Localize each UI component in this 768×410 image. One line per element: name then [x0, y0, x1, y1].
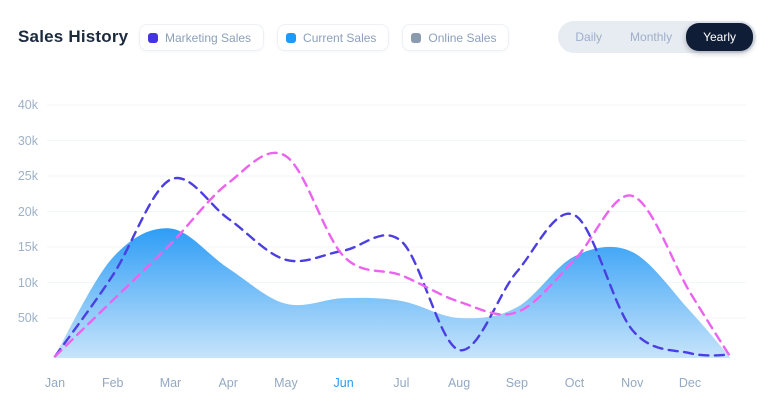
marketing-sales-line: [53, 176, 732, 358]
legend: Marketing Sales Current Sales Online Sales: [139, 24, 510, 51]
tab-yearly[interactable]: Yearly: [686, 23, 753, 51]
y-axis-tick: 40k: [17, 98, 38, 112]
online-sales-line: [53, 151, 732, 358]
page-title: Sales History: [18, 27, 129, 46]
legend-item-online-sales[interactable]: Online Sales: [402, 24, 510, 51]
x-axis-tick-feb: Feb: [101, 376, 124, 390]
x-axis-tick-apr: Apr: [218, 376, 238, 390]
tab-monthly[interactable]: Monthly: [630, 30, 673, 44]
x-axis-tick-aug: Aug: [447, 376, 471, 390]
x-axis-tick-mar: Mar: [159, 376, 182, 390]
x-axis-tick-jan: Jan: [44, 376, 66, 390]
y-axis-tick: 10k: [17, 275, 38, 290]
y-axis-tick: 50k: [17, 311, 38, 325]
x-axis-tick-sep: Sep: [505, 376, 528, 390]
range-tabs: Daily Monthly Yearly: [558, 21, 756, 53]
x-axis-tick-jul: Jul: [393, 376, 410, 390]
legend-dot: [411, 32, 422, 43]
legend-dot: [286, 32, 297, 43]
legend-dot: [148, 32, 158, 43]
x-axis-tick-may: May: [274, 376, 298, 390]
legend-label: Online Sales: [428, 30, 497, 45]
legend-label: Marketing Sales: [165, 30, 252, 45]
y-axis-tick: 15k: [17, 240, 38, 254]
tab-daily[interactable]: Daily: [575, 30, 603, 44]
legend-item-marketing-sales[interactable]: Marketing Sales: [139, 24, 265, 51]
y-axis-tick: 25k: [17, 169, 38, 183]
legend-label: Current Sales: [303, 30, 377, 45]
x-axis-tick-dec: Dec: [678, 376, 702, 390]
x-axis-tick-oct: Oct: [564, 376, 585, 390]
x-axis-tick-jun: Jun: [333, 376, 354, 390]
y-axis-tick: 30k: [17, 133, 38, 148]
x-axis-tick-nov: Nov: [621, 376, 644, 390]
current-sales-area: [55, 228, 730, 358]
legend-item-current-sales[interactable]: Current Sales: [277, 24, 390, 51]
y-axis-tick: 20k: [17, 204, 38, 219]
